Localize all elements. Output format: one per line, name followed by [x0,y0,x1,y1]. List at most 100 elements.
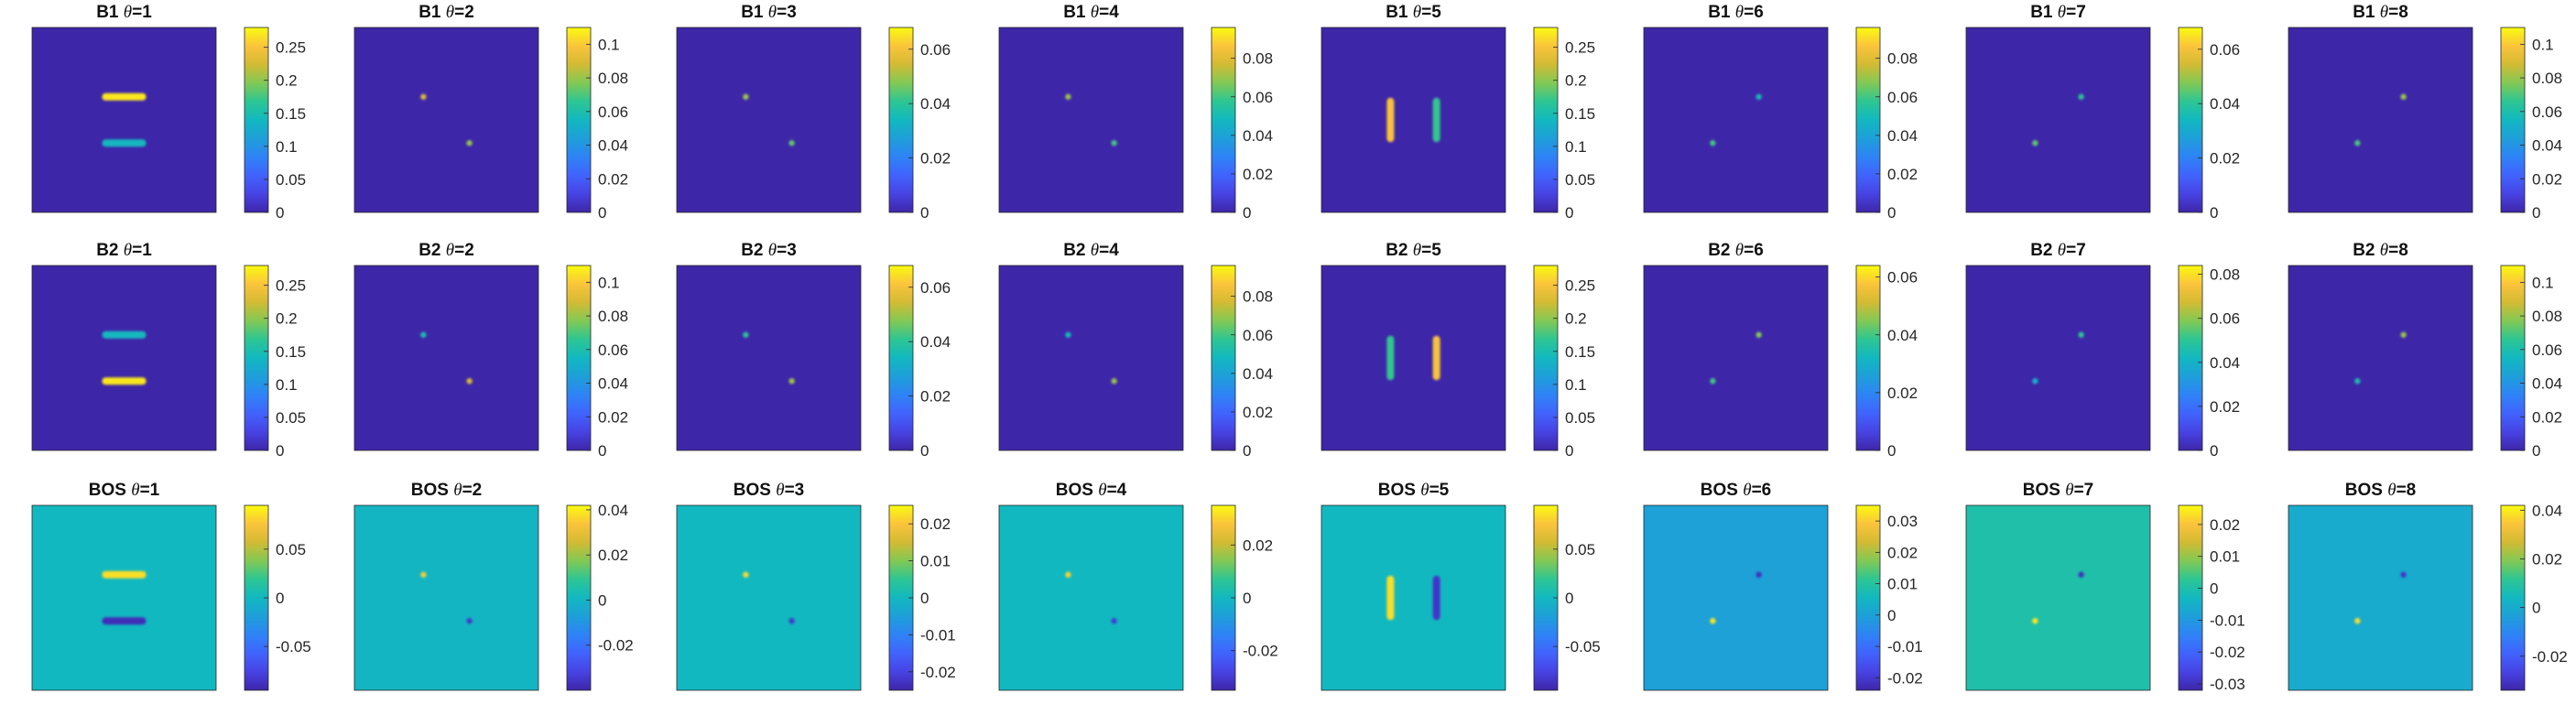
image-frame [676,27,862,213]
colorbar-frame [1533,27,1559,213]
feature-dot [420,571,427,578]
colorbar-tick-label: 0.04 [2210,354,2240,372]
feature-dot [420,331,427,338]
panel-title: BOS θ=2 [411,481,482,500]
colorbar [245,265,268,450]
panel-b2-theta-4: B2 θ=4 0 0.02 0.04 0.06 0.08 [998,241,1273,460]
colorbar-tick-label: 0.06 [920,41,951,59]
panel-title: BOS θ=8 [2345,481,2416,500]
colorbar-tick-label: -0.05 [1565,638,1601,655]
panel-title-label: B1 [1708,3,1735,22]
colorbar-tick-label: 0.02 [2532,550,2562,568]
panel-title-theta-symbol: θ [2387,481,2396,500]
colorbar-tick-label: 0 [1887,607,1896,624]
colorbar-tick-label: 0.06 [598,103,628,121]
panel-title-theta-value: =3 [785,481,805,500]
colorbar-tick-label: 0.02 [1887,544,1918,561]
feature-hbar [102,330,147,339]
panel-title-theta-value: =5 [1421,3,1441,22]
colorbar-tick-label: 0.04 [598,375,628,393]
panel-title-theta-value: =5 [1429,481,1450,500]
panel-title-theta-value: =6 [1752,481,1772,500]
colorbar-tick-label: 0.04 [2210,95,2240,113]
colorbar-tick-label: 0.1 [1565,138,1587,156]
panel-bos-theta-3: BOS θ=3 -0.02 -0.01 0 0.01 0.02 [676,481,956,691]
panel-title: B2 θ=8 [2353,241,2408,260]
colorbar-tick-label: 0 [1243,590,1251,607]
colorbar [567,265,591,450]
panel-b2-theta-3: B2 θ=3 0 0.02 0.04 0.06 [676,241,951,460]
colorbar-tick-label: 0.05 [276,171,306,189]
colorbar-frame [2500,265,2526,451]
image-frame [353,27,539,213]
colorbar-tick-label: 0 [276,442,284,460]
feature-dot [1755,331,1762,338]
feature-vbar [1386,335,1395,381]
feature-dot [420,93,427,100]
feature-dot [466,140,473,146]
colorbar-tick-label: 0.2 [1565,72,1587,90]
feature-dot [1065,93,1071,100]
feature-dot [2400,93,2407,100]
image-background [677,265,861,450]
panel-b1-theta-1: B1 θ=1 0 0.05 0.1 0.15 0.2 0.25 [31,3,306,222]
feature-vbar [1386,97,1395,143]
colorbar-tick-label: 0.08 [1243,288,1273,306]
image-frame [998,265,1184,451]
colorbar [1856,27,1880,212]
colorbar-frame [1533,265,1559,451]
feature-dot [466,618,473,624]
colorbar-frame [1855,504,1881,691]
colorbar-tick-label: 0 [920,204,929,222]
colorbar-tick-label: 0.2 [1565,310,1587,328]
colorbar-tick-label: 0.04 [1243,127,1273,145]
image-frame [1643,265,1829,451]
panel-title-theta-value: =5 [1421,241,1441,260]
panel-title-theta-value: =4 [1099,241,1119,260]
panel-title-label: BOS [734,481,776,500]
colorbar-tick-label: 0.02 [1243,166,1273,183]
colorbar-frame [1855,27,1881,213]
image-background [1321,265,1505,450]
panel-b2-theta-6: B2 θ=6 0 0.02 0.04 0.06 [1643,241,1918,460]
image-background [1644,27,1828,212]
feature-dot [2032,378,2038,385]
feature-hbar [102,92,147,101]
colorbar-tick-label: 0 [920,590,929,607]
panel-title-label: B2 [1386,241,1413,260]
panel-title-theta-value: =3 [777,3,797,22]
colorbar [1856,265,1880,450]
panel-b1-theta-2: B1 θ=2 0 0.02 0.04 0.06 0.08 0.1 [353,3,628,222]
colorbar-tick-label: 0.04 [1243,365,1273,383]
panel-title-theta-symbol: θ [776,481,784,500]
colorbar-tick-label: 0.25 [1565,277,1595,295]
colorbar-tick-label: 0.01 [2210,548,2240,566]
colorbar-tick-label: 0.06 [1887,269,1918,287]
panel-title-theta-value: =1 [132,241,152,260]
image-background [1644,265,1828,450]
feature-dot [1710,618,1716,624]
colorbar-tick-label: 0.06 [920,279,951,297]
panel-title-theta-symbol: θ [124,3,132,22]
panel-bos-theta-5: BOS θ=5 -0.05 0 0.05 [1321,481,1601,691]
feature-dot [1065,571,1071,578]
colorbar-tick-label: 0.15 [276,105,306,123]
colorbar-tick-label: 0.08 [1243,50,1273,68]
panel-bos-theta-1: BOS θ=1 -0.05 0 0.05 [31,481,311,691]
colorbar-tick-label: 0.08 [598,70,628,87]
panel-title-theta-value: =6 [1744,241,1764,260]
colorbar-tick-label: 0.15 [1565,105,1595,123]
colorbar-tick-label: -0.02 [920,664,956,681]
image-background [999,265,1183,450]
image-background [2288,265,2473,450]
colorbar-tick-label: -0.03 [2210,676,2245,693]
colorbar-frame [888,265,914,451]
panel-title-theta-value: =2 [462,481,483,500]
panel-title: B2 θ=7 [2030,241,2086,260]
colorbar-tick-label: 0.06 [2210,41,2240,59]
panel-title-label: BOS [2345,481,2387,500]
image-frame [2288,27,2473,213]
panel-title: B2 θ=2 [418,241,474,260]
colorbar-tick-label: 0.02 [598,170,628,188]
colorbar-tick-label: 0.05 [1565,171,1595,189]
